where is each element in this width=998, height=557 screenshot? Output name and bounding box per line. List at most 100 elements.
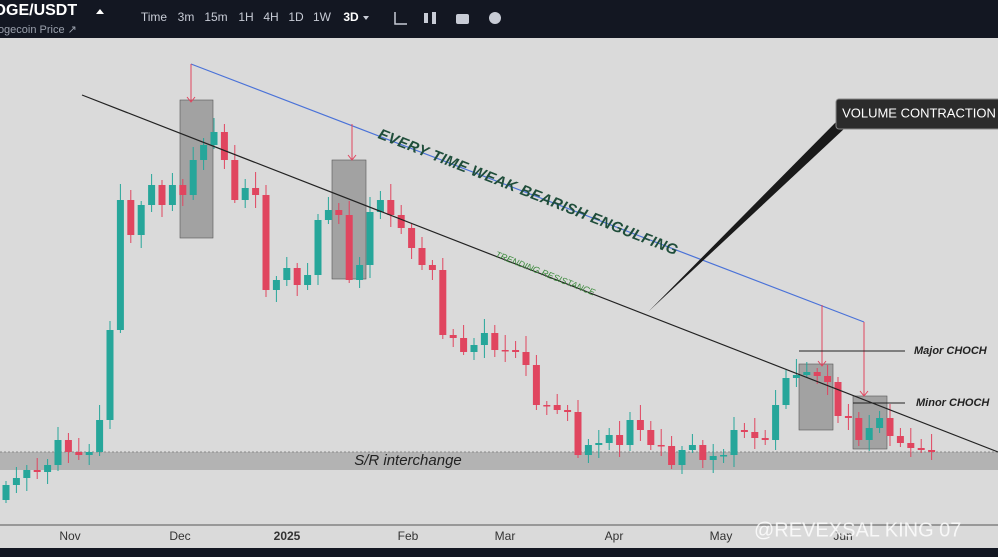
candle-body (106, 330, 114, 420)
candle-body (917, 448, 925, 450)
candle-icon[interactable] (424, 13, 428, 23)
candle-body (460, 338, 468, 352)
toolbar-button[interactable]: 1D (288, 10, 304, 24)
candle-body (740, 430, 748, 432)
candle-body (876, 418, 884, 428)
toolbar-button[interactable]: Time (141, 10, 168, 24)
candle-body (928, 450, 936, 452)
candle-body (605, 435, 613, 443)
candle-body (376, 200, 384, 212)
candle-body (23, 470, 31, 478)
toolbar-button[interactable]: 15m (204, 10, 227, 24)
candle-body (616, 435, 624, 445)
candle-icon[interactable] (432, 12, 436, 24)
candle-body (54, 440, 62, 465)
candle-body (668, 446, 676, 465)
time-label: Jun (833, 529, 852, 543)
candle-body (2, 485, 10, 500)
candle-body (896, 436, 904, 443)
indicator-icon[interactable] (394, 12, 407, 25)
candle-body (834, 382, 842, 416)
arrow (347, 124, 357, 161)
toolbar-button[interactable]: 4H (263, 10, 278, 24)
candle-body (33, 470, 41, 472)
candle-body (418, 248, 426, 265)
candle-body (574, 412, 582, 455)
candle-body (44, 465, 52, 472)
sr-zone (0, 452, 998, 470)
candle-body (158, 185, 166, 205)
candle-body (231, 160, 239, 200)
candle-body (116, 200, 124, 330)
time-label: 2025 (274, 529, 301, 543)
candle-body (127, 200, 135, 235)
candle-body (865, 428, 873, 440)
dropdown-caret[interactable] (363, 16, 369, 20)
candle-body (356, 265, 364, 280)
candle-body (751, 432, 759, 438)
sr-label: S/R interchange (354, 452, 462, 469)
candle-body (543, 405, 551, 407)
add-icon[interactable] (489, 12, 501, 24)
callout-text: VOLUME CONTRACTION (842, 105, 996, 120)
callout-pointer (648, 120, 845, 312)
candle-body (761, 438, 769, 440)
camera-icon[interactable] (456, 14, 469, 24)
candle-body (595, 443, 603, 445)
toolbar-button[interactable]: 3m (178, 10, 195, 24)
symbol[interactable]: DOGE/USDT (0, 2, 77, 19)
candle-body (366, 212, 374, 265)
candle-body (813, 372, 821, 376)
candle-body (428, 265, 436, 270)
candle-body (772, 405, 780, 440)
candle-body (304, 275, 312, 285)
candle-body (844, 416, 852, 418)
candle-body (397, 215, 405, 228)
arrow (817, 305, 827, 367)
candle-body (210, 132, 218, 145)
candle-body (96, 420, 104, 452)
candle-body (480, 333, 488, 345)
bottom-bar (0, 548, 998, 557)
toolbar-icons (394, 12, 501, 25)
candle-body (636, 420, 644, 430)
candle-body (220, 132, 228, 160)
candle-body (782, 378, 790, 405)
candle-body (324, 210, 332, 220)
candle-body (626, 420, 634, 445)
candle-body (491, 333, 499, 350)
candle-body (532, 365, 540, 405)
caret[interactable] (96, 9, 104, 14)
arrow (859, 322, 869, 397)
candle-body (522, 352, 530, 365)
candle-body (553, 405, 561, 410)
candle-body (137, 205, 145, 235)
time-label: Feb (398, 529, 419, 543)
pattern-line (190, 63, 865, 323)
toolbar-button[interactable]: 3D (343, 10, 359, 24)
candle-body (314, 220, 322, 275)
candle-body (168, 185, 176, 205)
candle-body (272, 280, 280, 290)
candle-body (387, 200, 395, 215)
candle-body (855, 418, 863, 440)
candle-body (283, 268, 291, 280)
candle-body (12, 478, 20, 485)
candle-body (179, 185, 187, 195)
candle-body (512, 350, 520, 352)
candle-body (584, 445, 592, 455)
candle-body (657, 445, 665, 447)
trend-line (81, 94, 998, 453)
arrow (186, 64, 196, 103)
candle-body (709, 456, 717, 460)
candle-body (647, 430, 655, 445)
candle-body (792, 375, 800, 378)
toolbar-button[interactable]: 1W (313, 10, 332, 24)
candle-body (886, 418, 894, 436)
candle-body (200, 145, 208, 160)
toolbar-button[interactable]: 1H (238, 10, 253, 24)
candle-body (688, 445, 696, 450)
watermark: @REVEXSAL KING 07 (754, 519, 961, 541)
time-label: Apr (605, 529, 624, 543)
